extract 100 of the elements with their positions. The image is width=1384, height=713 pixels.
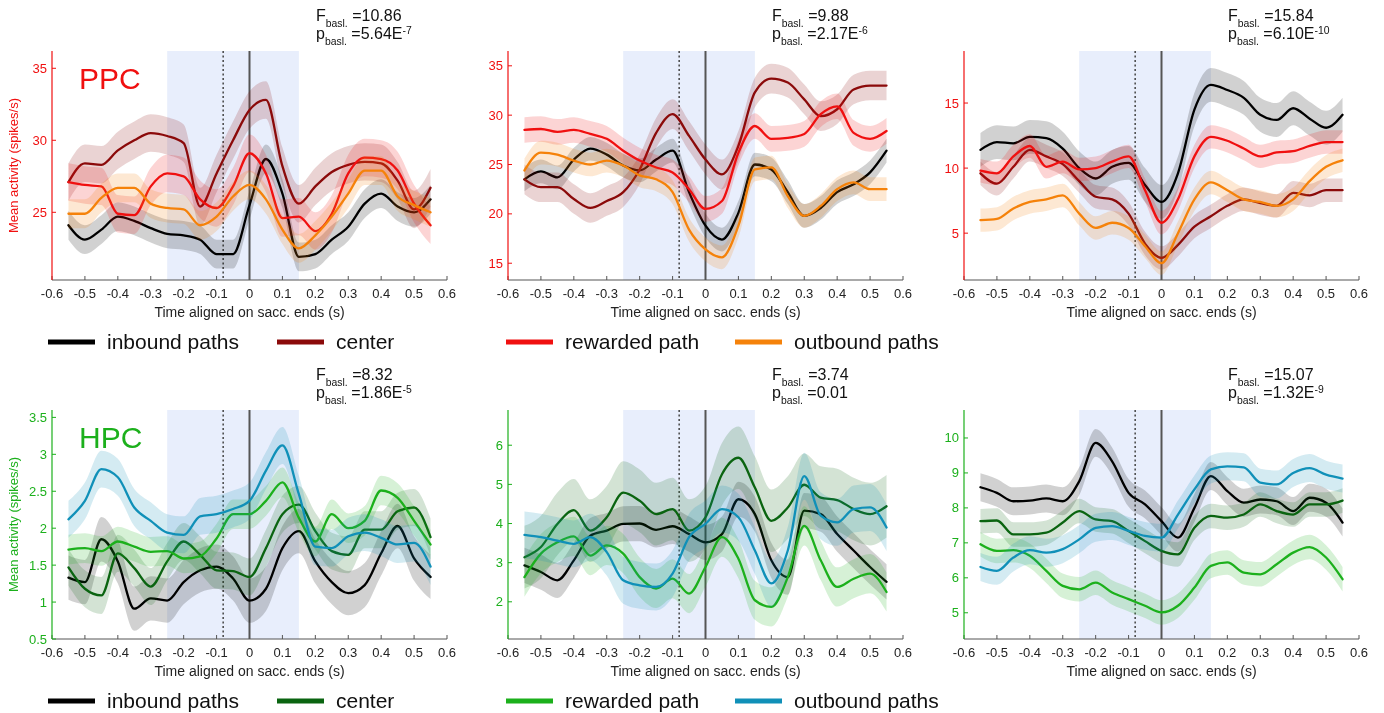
legend-label: inbound paths [107, 330, 239, 353]
x-tick-label: -0.5 [529, 645, 553, 660]
x-tick-label: 0.1 [273, 645, 292, 660]
x-tick-label: 0.4 [828, 645, 847, 660]
line-series [523, 524, 888, 609]
x-tick-label: 0 [1157, 286, 1166, 301]
y-axis-title: Mean activity (spikes/s) [6, 97, 21, 234]
x-tick-label: -0.5 [529, 286, 553, 301]
x-tick-label: -0.2 [172, 286, 195, 301]
x-tick-label: 0.3 [1251, 286, 1270, 301]
line-series [523, 147, 888, 241]
y-tick-label: 15 [488, 255, 503, 271]
line-series [67, 98, 432, 211]
y-tick-label: 2.5 [28, 483, 47, 499]
x-tick-label: 0.6 [893, 286, 913, 301]
x-tick-label: -0.5 [985, 645, 1009, 660]
line-series [67, 152, 432, 233]
x-axis-title: Time aligned on sacc. ends (s) [1066, 663, 1257, 679]
x-tick-label: 0.5 [861, 286, 880, 301]
x-tick-label: 0.5 [1317, 286, 1336, 301]
line-series [979, 499, 1344, 556]
y-tick-label: 30 [32, 132, 47, 148]
line-series [979, 441, 1344, 539]
x-tick-label: -0.6 [496, 645, 520, 660]
line-series [523, 77, 888, 210]
x-tick-label: -0.2 [628, 286, 651, 301]
x-tick-label: -0.2 [628, 645, 651, 660]
line-series [523, 456, 888, 559]
y-tick-label: 4 [495, 516, 503, 532]
x-tick-label: 0 [1157, 645, 1166, 660]
x-tick-label: 0.2 [1218, 286, 1237, 301]
y-tick-label: 10 [944, 430, 959, 446]
x-tick-label: -0.2 [172, 645, 195, 660]
x-tick-label: 0 [245, 286, 254, 301]
y-tick-label: 2 [495, 594, 503, 610]
x-tick-label: -0.4 [562, 645, 586, 660]
x-tick-label: -0.3 [595, 286, 618, 301]
x-tick-label: -0.1 [205, 645, 228, 660]
x-tick-label: -0.4 [1018, 645, 1042, 660]
y-tick-label: 2 [39, 520, 47, 536]
y-tick-label: 10 [944, 160, 959, 176]
y-tick-label: 3.5 [28, 409, 47, 425]
x-tick-label: 0.6 [1349, 286, 1369, 301]
x-tick-label: 0.2 [306, 645, 325, 660]
line-series [67, 481, 432, 560]
x-tick-label: 0.3 [795, 286, 814, 301]
x-tick-label: -0.3 [595, 645, 618, 660]
line-series [979, 465, 1344, 572]
legend-label: rewarded path [565, 689, 700, 712]
x-tick-label: -0.1 [205, 286, 228, 301]
x-tick-label: 0.6 [437, 645, 457, 660]
x-tick-label: 0.6 [1349, 645, 1369, 660]
x-tick-label: -0.3 [1051, 286, 1074, 301]
x-axis-title: Time aligned on sacc. ends (s) [1066, 304, 1257, 320]
y-tick-label: 3 [39, 446, 47, 462]
x-tick-label: 0.3 [795, 645, 814, 660]
x-tick-label: -0.1 [1117, 645, 1140, 660]
chart-title: HPC [79, 421, 143, 454]
x-tick-label: 0.2 [1218, 645, 1237, 660]
x-tick-label: 0.5 [861, 645, 880, 660]
legend-label: center [336, 330, 395, 353]
x-axis-title: Time aligned on sacc. ends (s) [154, 663, 345, 679]
x-tick-label: 0.4 [1284, 286, 1303, 301]
legend-label: inbound paths [107, 689, 239, 712]
x-tick-label: -0.1 [1117, 286, 1140, 301]
x-tick-label: -0.1 [661, 645, 684, 660]
x-tick-label: -0.5 [73, 286, 97, 301]
x-tick-label: 0.5 [1317, 645, 1336, 660]
x-tick-label: 0.3 [339, 645, 358, 660]
legend-label: rewarded path [565, 330, 700, 353]
line-series [67, 503, 432, 597]
y-tick-label: 7 [951, 535, 959, 551]
y-tick-label: 5 [495, 476, 503, 492]
x-tick-label: -0.1 [661, 286, 684, 301]
x-tick-label: -0.5 [985, 286, 1009, 301]
y-axis-title: Mean activity (spikes/s) [6, 456, 21, 593]
y-tick-label: 5 [951, 225, 959, 241]
y-tick-label: 15 [944, 95, 959, 111]
y-tick-label: 25 [32, 204, 47, 220]
x-tick-label: -0.2 [1084, 286, 1107, 301]
x-tick-label: 0.6 [893, 645, 913, 660]
legend-label: outbound paths [794, 689, 939, 712]
x-tick-label: -0.4 [562, 286, 586, 301]
x-tick-label: -0.3 [139, 286, 162, 301]
chart-title: PPC [79, 62, 141, 95]
x-axis-title: Time aligned on sacc. ends (s) [610, 304, 801, 320]
x-tick-label: 0.4 [1284, 645, 1303, 660]
x-tick-label: 0.4 [372, 286, 391, 301]
line-series [523, 151, 888, 259]
x-tick-label: 0.2 [762, 286, 781, 301]
y-tick-label: 5 [951, 605, 959, 621]
line-series [979, 543, 1344, 614]
x-tick-label: -0.5 [73, 645, 97, 660]
y-tick-label: 3 [495, 555, 503, 571]
y-tick-label: 9 [951, 465, 959, 481]
x-tick-label: -0.3 [1051, 645, 1074, 660]
x-tick-label: -0.4 [106, 645, 130, 660]
line-series [67, 169, 432, 250]
x-tick-label: -0.6 [496, 286, 520, 301]
y-tick-label: 6 [495, 437, 503, 453]
